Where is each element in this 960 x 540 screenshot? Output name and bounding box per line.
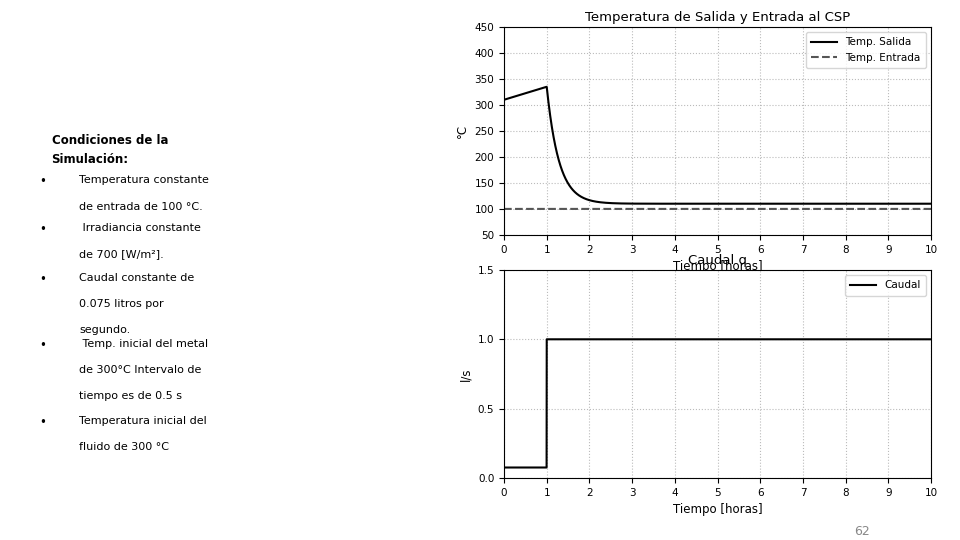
Text: •: • (39, 273, 47, 286)
Temp. Salida (917, 200, 928, 207)
Line: Temp. Salida: Temp. Salida (504, 87, 931, 204)
Legend: Caudal: Caudal (845, 275, 926, 295)
Temp. Entrada (498, 206, 510, 212)
Caudal (662, 336, 674, 342)
Temp. Salida (498, 97, 510, 103)
Temp. Salida (681, 200, 692, 207)
Text: segundo.: segundo. (79, 325, 131, 335)
Text: •: • (39, 339, 47, 352)
Temp. Entrada (662, 206, 674, 212)
Title: Caudal q: Caudal q (688, 254, 747, 267)
Temp. Entrada (925, 206, 937, 212)
Temp. Entrada (917, 206, 928, 212)
Temp. Salida (871, 200, 882, 207)
Title: Temperatura de Salida y Entrada al CSP: Temperatura de Salida y Entrada al CSP (585, 11, 851, 24)
Y-axis label: °C: °C (456, 124, 469, 138)
Text: de 300°C Intervalo de: de 300°C Intervalo de (79, 365, 202, 375)
Text: Temperatura inicial del: Temperatura inicial del (79, 416, 206, 426)
X-axis label: Tiempo [horas]: Tiempo [horas] (673, 503, 762, 516)
Caudal (925, 336, 937, 342)
Caudal (871, 336, 882, 342)
Line: Caudal: Caudal (504, 339, 931, 468)
Text: Irradiancia constante: Irradiancia constante (79, 222, 201, 233)
Caudal (681, 336, 692, 342)
Caudal (498, 464, 510, 471)
Text: •: • (39, 176, 47, 188)
Text: de 700 [W/m²].: de 700 [W/m²]. (79, 248, 164, 259)
Temp. Entrada (572, 206, 584, 212)
Text: 62: 62 (854, 525, 870, 538)
Temp. Salida (662, 200, 674, 207)
Caudal (917, 336, 928, 342)
Legend: Temp. Salida, Temp. Entrada: Temp. Salida, Temp. Entrada (806, 32, 926, 68)
Caudal (541, 336, 553, 342)
Temp. Salida (572, 192, 584, 198)
Text: •: • (39, 416, 47, 429)
Text: 0.075 litros por: 0.075 litros por (79, 299, 164, 309)
Text: Temperatura constante: Temperatura constante (79, 176, 209, 185)
Temp. Entrada (681, 206, 692, 212)
Text: Condiciones de la: Condiciones de la (52, 134, 168, 147)
Text: Identificación de modelo
lineal de la planta solar: Identificación de modelo lineal de la pl… (31, 25, 329, 69)
Temp. Entrada (871, 206, 882, 212)
Text: fluido de 300 °C: fluido de 300 °C (79, 442, 169, 452)
Text: tiempo es de 0.5 s: tiempo es de 0.5 s (79, 392, 182, 401)
Temp. Entrada (547, 206, 559, 212)
Y-axis label: l/s: l/s (459, 367, 472, 381)
Text: •: • (39, 222, 47, 235)
Text: de entrada de 100 °C.: de entrada de 100 °C. (79, 201, 203, 212)
Text: Temp. inicial del metal: Temp. inicial del metal (79, 339, 208, 349)
Temp. Salida (547, 130, 559, 136)
Text: Caudal constante de: Caudal constante de (79, 273, 194, 283)
Caudal (572, 336, 584, 342)
Temp. Salida (925, 200, 937, 207)
Caudal (547, 336, 559, 342)
Text: Simulación:: Simulación: (52, 153, 129, 166)
X-axis label: Tiempo [horas]: Tiempo [horas] (673, 260, 762, 273)
Temp. Salida (540, 84, 552, 90)
